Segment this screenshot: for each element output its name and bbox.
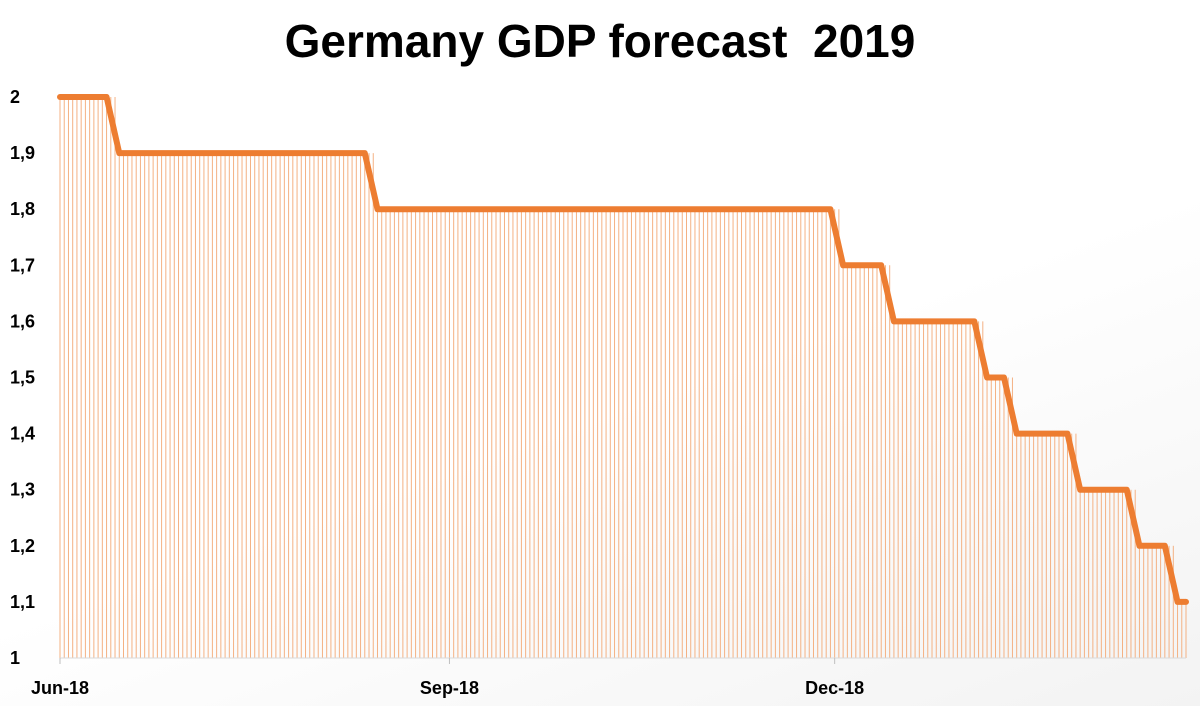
chart-title: Germany GDP forecast 2019 <box>284 15 916 67</box>
drop-lines <box>59 97 1187 658</box>
y-tick-label: 1,7 <box>10 255 35 275</box>
y-tick-label: 1,9 <box>10 143 35 163</box>
y-tick-label: 1,1 <box>10 592 35 612</box>
series-layer <box>57 94 1189 605</box>
x-tick-label: Jun-18 <box>31 678 89 698</box>
series-line <box>57 94 1189 605</box>
x-axis: Jun-18 Sep-18 Dec-18 <box>31 657 1186 698</box>
x-tick-label: Sep-18 <box>420 678 479 698</box>
x-tick-label: Dec-18 <box>805 678 864 698</box>
y-tick-label: 1,5 <box>10 368 35 388</box>
y-tick-label: 1,8 <box>10 199 35 219</box>
y-tick-label: 1,6 <box>10 311 35 331</box>
y-tick-label: 1 <box>10 648 20 668</box>
y-tick-label: 1,3 <box>10 480 35 500</box>
y-tick-label: 1,4 <box>10 424 35 444</box>
y-tick-label: 1,2 <box>10 536 35 556</box>
y-axis: 2 1,9 1,8 1,7 1,6 1,5 1,4 1,3 1,2 1,1 1 <box>10 87 35 668</box>
y-tick-label: 2 <box>10 87 20 107</box>
